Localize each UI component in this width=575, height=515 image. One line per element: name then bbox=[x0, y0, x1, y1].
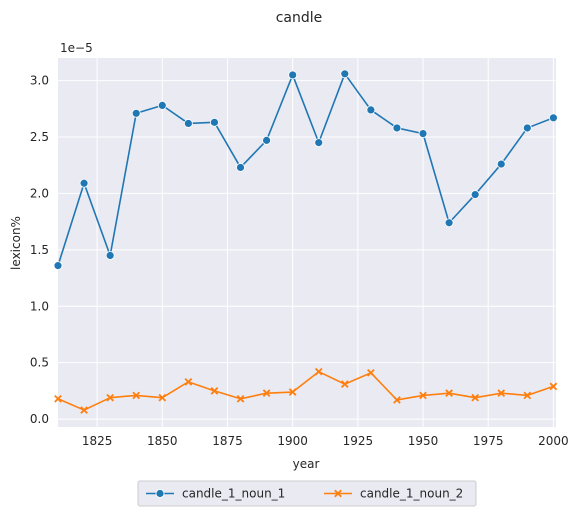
x-axis-label: year bbox=[293, 457, 320, 471]
data-point bbox=[496, 159, 506, 169]
data-point bbox=[418, 129, 428, 139]
y-tick-label: 2.0 bbox=[30, 186, 49, 200]
legend-label: candle_1_noun_2 bbox=[360, 487, 463, 501]
legend-label: candle_1_noun_1 bbox=[182, 487, 285, 501]
data-point bbox=[393, 396, 401, 404]
data-point bbox=[262, 135, 271, 145]
data-point bbox=[262, 389, 271, 397]
data-point bbox=[288, 70, 298, 80]
legend-box bbox=[137, 480, 477, 507]
data-point bbox=[236, 394, 245, 403]
data-point bbox=[210, 387, 219, 395]
data-point bbox=[106, 393, 114, 402]
data-point bbox=[445, 389, 453, 397]
series-1 bbox=[53, 69, 558, 271]
tick-labels: 1825 1850 1875 1900 1925 1950 1975 2000 0.0 0.5 1.… bbox=[30, 74, 569, 448]
data-point bbox=[236, 163, 245, 172]
data-point bbox=[340, 69, 350, 79]
data-point bbox=[522, 123, 532, 133]
data-point bbox=[184, 378, 193, 386]
x-tick-label: 2000 bbox=[538, 434, 569, 448]
y-axis-multiplier: 1e−5 bbox=[60, 41, 93, 55]
y-tick-label: 1.0 bbox=[30, 299, 49, 313]
data-point bbox=[340, 380, 349, 388]
legend-item-1: candle_1_noun_1 bbox=[146, 487, 285, 501]
legend-marker bbox=[155, 489, 165, 498]
data-point bbox=[105, 251, 115, 260]
data-point bbox=[470, 190, 480, 199]
series-line bbox=[57, 73, 554, 266]
data-point bbox=[419, 391, 427, 400]
data-point bbox=[314, 367, 323, 376]
y-tick-label: 3.0 bbox=[30, 74, 49, 88]
x-tick-label: 1950 bbox=[408, 434, 439, 448]
x-tick-label: 1850 bbox=[147, 434, 178, 448]
data-point bbox=[471, 393, 480, 402]
y-tick-label: 0.5 bbox=[30, 356, 49, 370]
data-point bbox=[79, 178, 89, 188]
data-point bbox=[53, 261, 63, 271]
data-point bbox=[54, 394, 62, 403]
x-tick-label: 1975 bbox=[473, 434, 504, 448]
data-point bbox=[210, 117, 219, 127]
legend-item-2: candle_1_noun_2 bbox=[324, 487, 463, 501]
x-tick-label: 1900 bbox=[277, 434, 308, 448]
y-tick-label: 1.5 bbox=[30, 243, 49, 257]
y-tick-label: 0.0 bbox=[30, 412, 49, 426]
data-point bbox=[497, 389, 506, 397]
data-point bbox=[367, 368, 375, 377]
series-line bbox=[57, 370, 554, 411]
x-tick-label: 1875 bbox=[212, 434, 243, 448]
legend-marker bbox=[334, 489, 342, 498]
data-point bbox=[132, 391, 141, 400]
series-2 bbox=[54, 367, 558, 414]
data-point bbox=[183, 119, 193, 128]
x-tick-label: 1925 bbox=[343, 434, 374, 448]
data-point bbox=[366, 105, 376, 115]
data-point bbox=[392, 123, 402, 133]
x-tick-label: 1825 bbox=[82, 434, 113, 448]
y-tick-label: 2.5 bbox=[30, 130, 49, 144]
data-point bbox=[158, 393, 167, 402]
data-point bbox=[548, 113, 558, 123]
data-point bbox=[523, 391, 532, 400]
data-point bbox=[444, 218, 454, 228]
grid-lines bbox=[58, 58, 556, 427]
data-point bbox=[314, 138, 324, 148]
series-layer bbox=[53, 69, 558, 414]
data-point bbox=[288, 388, 297, 396]
data-point bbox=[80, 406, 88, 414]
legend: candle_1_noun_1 candle_1_noun_2 bbox=[137, 480, 477, 507]
plot-area bbox=[58, 58, 556, 427]
data-point bbox=[131, 108, 141, 118]
data-point bbox=[157, 100, 167, 110]
data-point bbox=[549, 382, 558, 391]
chart-title: candle bbox=[276, 10, 323, 26]
y-axis-label: lexicon% bbox=[9, 216, 23, 270]
